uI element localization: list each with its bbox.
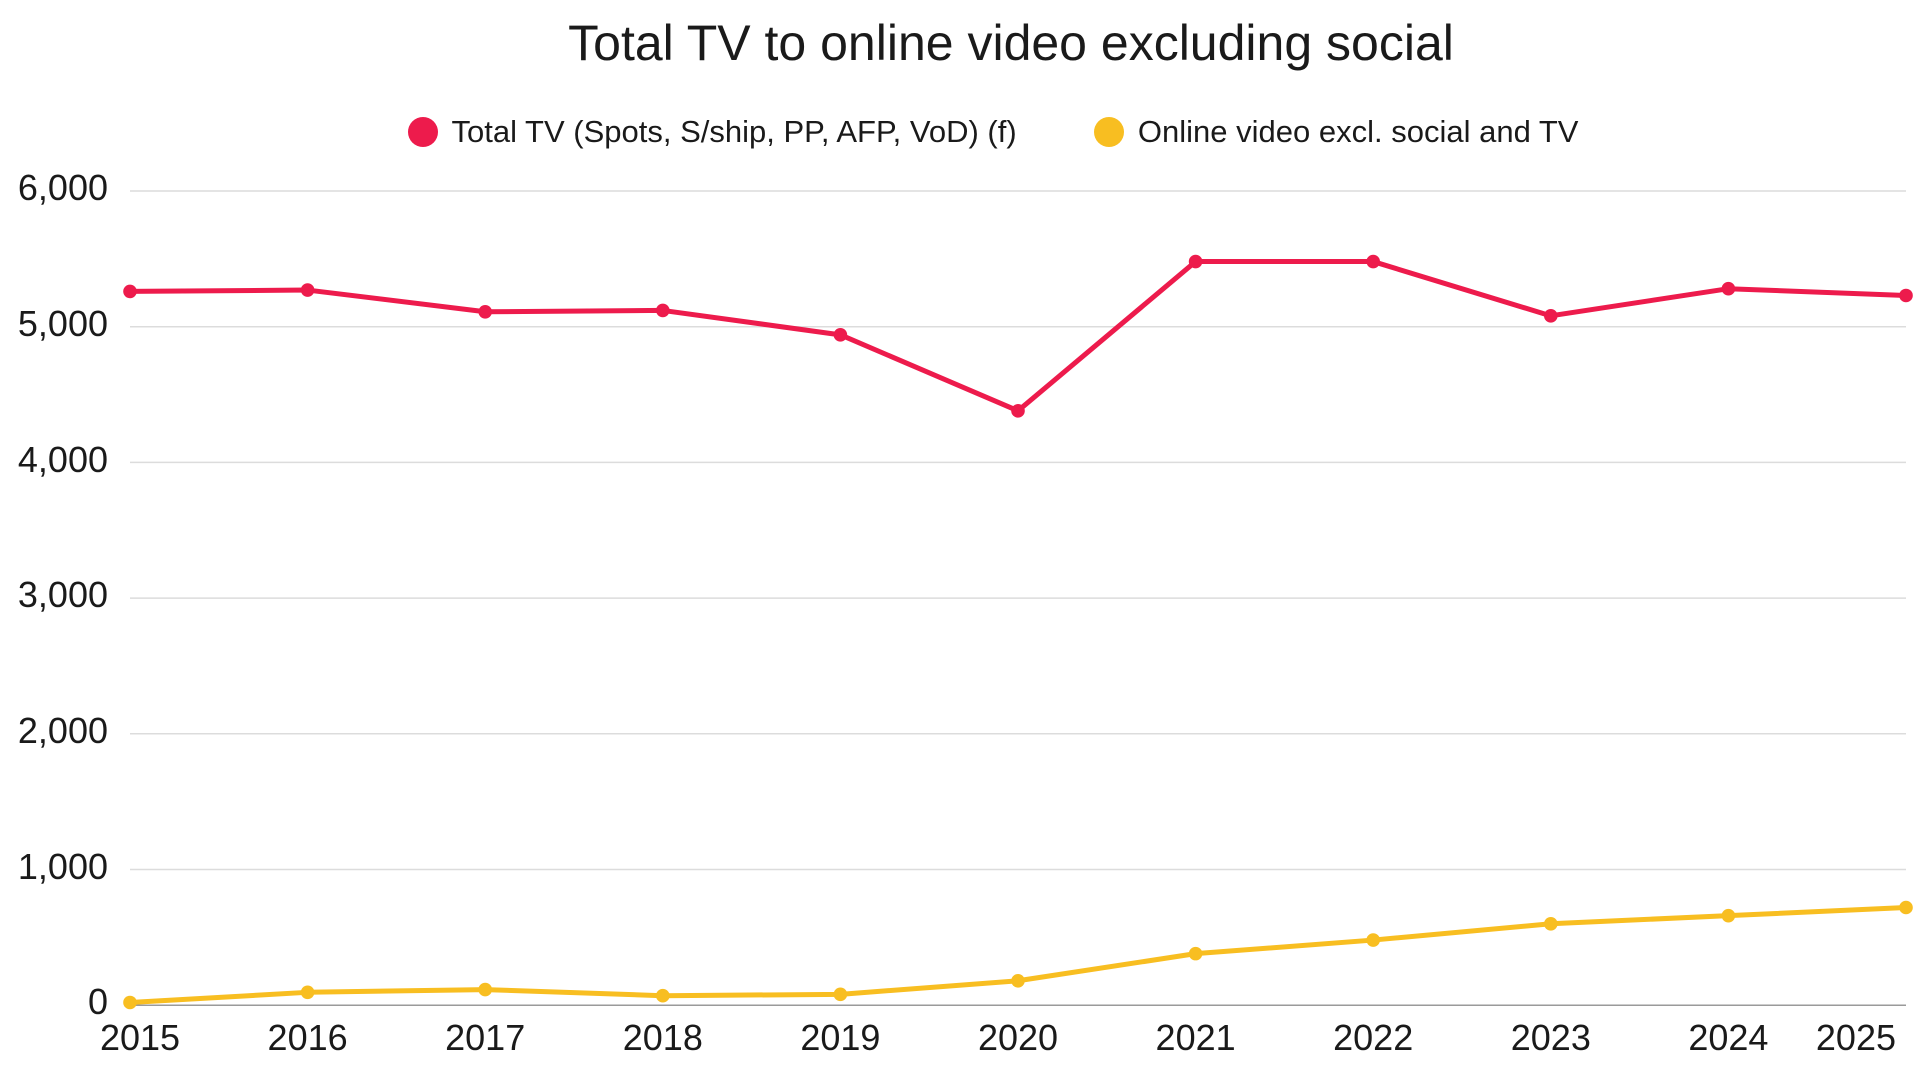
svg-text:2020: 2020 [978, 1017, 1058, 1058]
svg-text:1,000: 1,000 [18, 846, 108, 887]
svg-text:2019: 2019 [800, 1017, 880, 1058]
svg-text:2018: 2018 [623, 1017, 703, 1058]
svg-text:2022: 2022 [1333, 1017, 1413, 1058]
svg-text:2024: 2024 [1688, 1017, 1768, 1058]
svg-text:3,000: 3,000 [18, 574, 108, 615]
svg-text:2023: 2023 [1511, 1017, 1591, 1058]
svg-text:5,000: 5,000 [18, 303, 108, 344]
svg-text:2017: 2017 [445, 1017, 525, 1058]
svg-text:6,000: 6,000 [18, 167, 108, 208]
svg-text:2025: 2025 [1816, 1017, 1896, 1058]
svg-text:2021: 2021 [1156, 1017, 1236, 1058]
svg-text:4,000: 4,000 [18, 439, 108, 480]
svg-text:2016: 2016 [268, 1017, 348, 1058]
svg-text:2,000: 2,000 [18, 710, 108, 751]
svg-text:2015: 2015 [100, 1017, 180, 1058]
svg-text:0: 0 [88, 981, 108, 1022]
